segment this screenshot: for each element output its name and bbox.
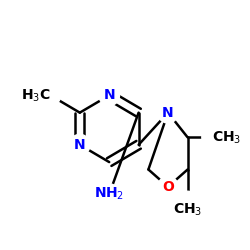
Circle shape [158, 176, 178, 197]
Circle shape [70, 134, 90, 155]
Circle shape [202, 127, 222, 148]
Circle shape [158, 102, 178, 123]
Circle shape [99, 184, 119, 204]
Text: N: N [104, 88, 115, 102]
Circle shape [99, 85, 119, 106]
Text: CH$_3$: CH$_3$ [173, 202, 202, 218]
Text: O: O [162, 180, 174, 194]
Text: N: N [74, 138, 86, 152]
Text: N: N [162, 106, 174, 120]
Text: H$_3$C: H$_3$C [21, 87, 50, 104]
Text: NH$_2$: NH$_2$ [94, 186, 124, 202]
Text: CH$_3$: CH$_3$ [212, 129, 242, 146]
Circle shape [177, 191, 198, 212]
Circle shape [40, 85, 61, 106]
